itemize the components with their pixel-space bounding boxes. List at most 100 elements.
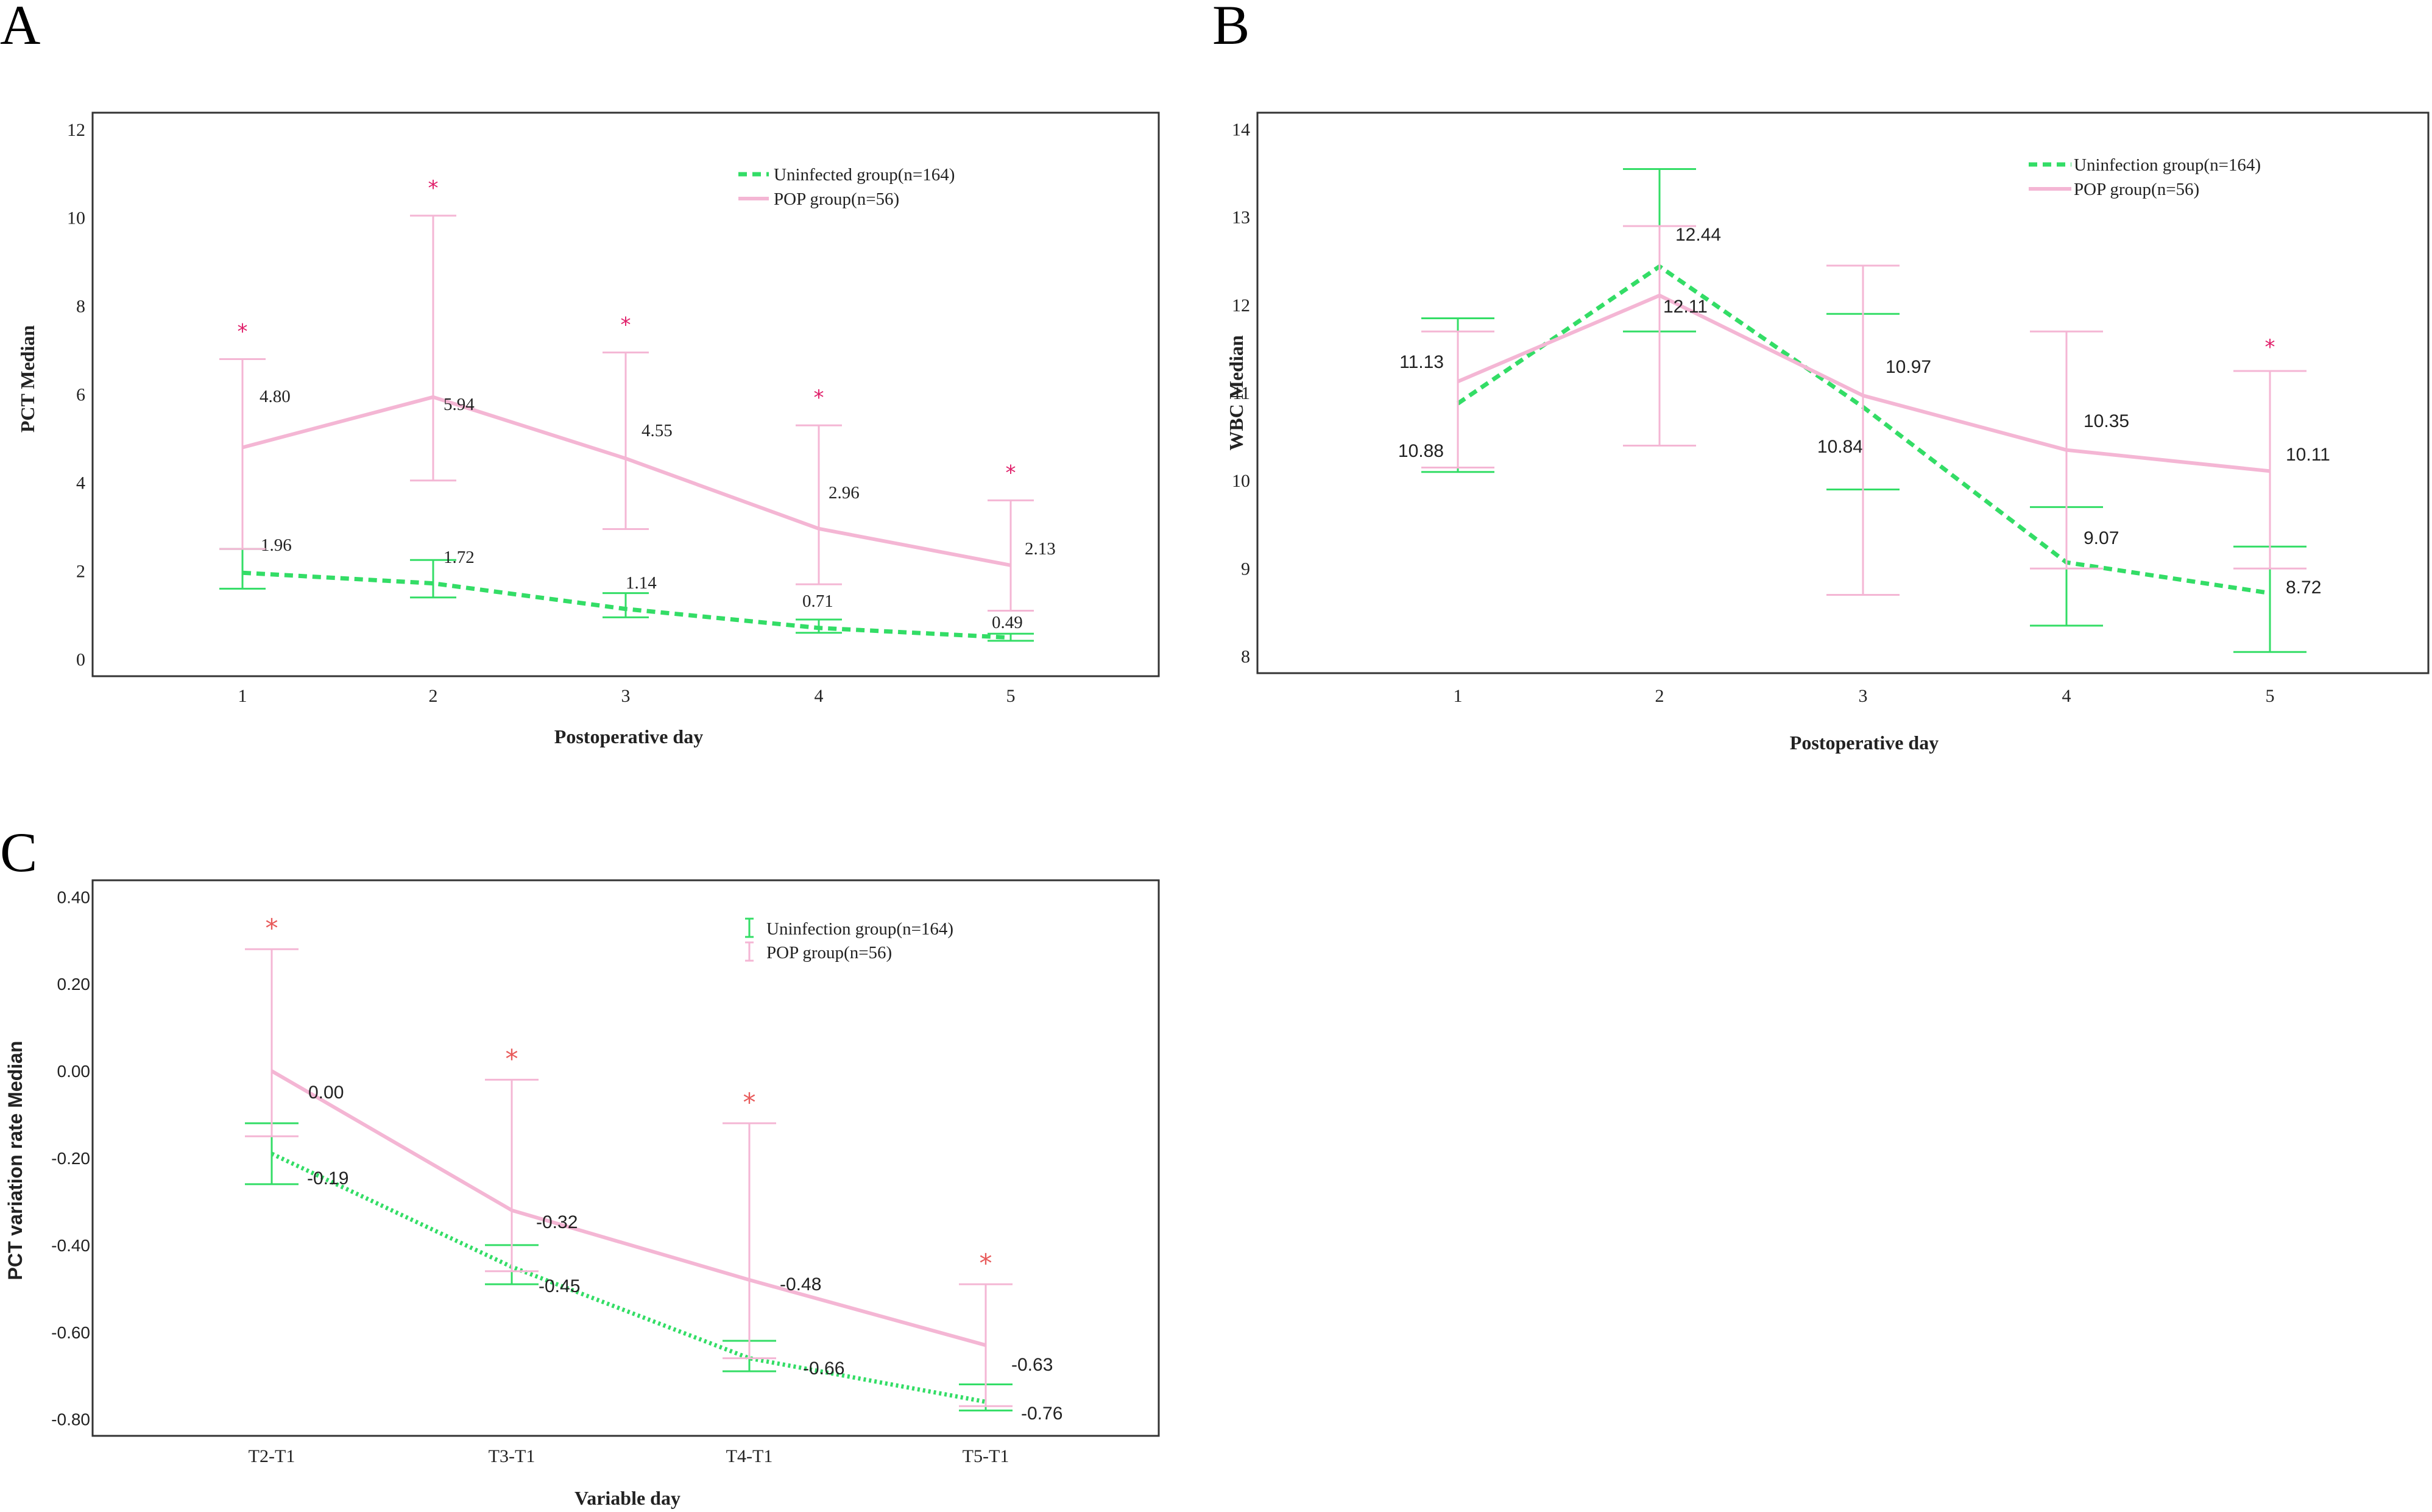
y-axis-title: WBC Median: [1225, 335, 1247, 451]
panel-label: B: [1212, 0, 1250, 56]
y-tick-label: 2: [76, 561, 85, 581]
significance-star: *: [266, 913, 278, 943]
y-tick-label: -0.80: [51, 1410, 90, 1429]
uninfected-data-label: 8.72: [2286, 578, 2321, 598]
pop-data-label: 11.13: [1399, 352, 1444, 372]
x-axis-title: Variable day: [574, 1487, 680, 1509]
pop-error-bar: [1623, 225, 1696, 447]
uninfected-data-label: 10.88: [1398, 441, 1444, 461]
pop-error-bar: [485, 1078, 539, 1273]
x-tick-label: T4-T1: [726, 1446, 773, 1466]
pop-data-label: -0.48: [780, 1274, 821, 1295]
plot-frame: [91, 879, 1160, 1437]
y-tick-label: 11: [1232, 383, 1250, 403]
pop-data-label: 2.13: [1025, 539, 1056, 559]
uninfected-legend-label: Uninfected group(n=164): [774, 165, 955, 185]
pop-data-label: 4.55: [642, 421, 673, 440]
panel-label: A: [0, 0, 40, 56]
pop-data-label: 5.94: [444, 395, 475, 414]
uninfected-data-label: -0.66: [803, 1358, 844, 1379]
plot-frame: [91, 111, 1160, 677]
pop-series-line: [270, 1069, 986, 1348]
y-tick-label: 10: [67, 208, 85, 228]
pop-legend-swatch: [745, 941, 754, 962]
y-tick-label: 4: [76, 473, 85, 493]
x-axis-title: Postoperative day: [1790, 732, 1939, 754]
pop-error-bar: [1826, 264, 1900, 596]
x-tick-label: T5-T1: [963, 1446, 1009, 1466]
x-tick-label: 5: [1006, 686, 1016, 706]
y-tick-label: 10: [1232, 471, 1250, 491]
pop-data-label: 10.11: [2286, 445, 2330, 465]
pop-data-label: 4.80: [260, 387, 291, 406]
pop-error-bar: [1421, 330, 1494, 469]
uninfected-data-label: 1.96: [261, 535, 292, 555]
y-tick-label: 9: [1241, 559, 1250, 579]
uninfected-legend-swatch: [745, 917, 754, 938]
pop-data-label: 2.96: [829, 483, 860, 503]
significance-star: *: [1006, 461, 1016, 485]
pop-data-label: -0.63: [1011, 1355, 1053, 1375]
uninfected-series-line: [270, 1151, 986, 1404]
uninfected-error-bar: [410, 559, 456, 599]
x-tick-label: 3: [621, 686, 631, 706]
pop-error-bar: [410, 214, 456, 482]
y-tick-label: 13: [1232, 208, 1250, 228]
uninfected-data-label: 0.49: [992, 613, 1023, 632]
uninfected-data-label: 12.44: [1675, 225, 1721, 245]
pop-error-bar: [988, 499, 1034, 612]
pop-legend-label: POP group(n=56): [766, 943, 892, 963]
pop-error-bar: [245, 948, 299, 1137]
y-tick-label: 0.00: [57, 1062, 91, 1081]
x-tick-label: T3-T1: [489, 1446, 536, 1466]
x-tick-label: 1: [238, 686, 247, 706]
significance-star: *: [621, 313, 631, 337]
uninfected-series-line: [242, 570, 1011, 640]
x-tick-label: 4: [815, 686, 824, 706]
uninfected-data-label: -0.19: [307, 1168, 348, 1189]
pop-error-bar: [219, 358, 266, 550]
uninfected-error-bar: [603, 592, 649, 618]
uninfected-legend-label: Uninfection group(n=164): [766, 919, 953, 939]
pop-data-label: 10.97: [1886, 357, 1931, 377]
pop-series-line: [1457, 294, 2271, 473]
y-tick-label: -0.20: [51, 1149, 90, 1168]
pop-error-bar: [796, 424, 842, 585]
pop-error-bar: [603, 352, 649, 530]
y-tick-label: 0: [76, 649, 85, 669]
pop-series-line: [242, 395, 1011, 567]
uninfected-legend-label: Uninfection group(n=164): [2074, 155, 2261, 175]
pop-error-bar: [723, 1122, 776, 1360]
significance-star: *: [238, 320, 248, 344]
y-tick-label: 12: [67, 120, 85, 140]
pop-data-label: -0.32: [536, 1212, 578, 1232]
y-tick-label: 14: [1232, 120, 1250, 140]
x-axis-title: Postoperative day: [554, 726, 703, 747]
x-tick-label: 3: [1859, 686, 1868, 706]
y-tick-label: -0.40: [51, 1236, 90, 1255]
y-axis-title: PCT variation rate Median: [4, 1041, 26, 1281]
y-tick-label: 0.40: [57, 888, 91, 906]
uninfected-data-label: 9.07: [2084, 528, 2119, 548]
significance-star: *: [814, 386, 824, 410]
significance-star: *: [2265, 335, 2275, 359]
significance-star: *: [506, 1044, 518, 1073]
pop-data-label: 12.11: [1663, 297, 1708, 317]
y-tick-label: 8: [1241, 646, 1250, 666]
significance-star: *: [980, 1248, 992, 1278]
pop-data-label: 10.35: [2084, 411, 2129, 431]
x-tick-label: T2-T1: [249, 1446, 295, 1466]
x-tick-label: 2: [429, 686, 438, 706]
uninfected-data-label: -0.45: [539, 1276, 580, 1296]
y-tick-label: -0.60: [51, 1323, 90, 1342]
y-tick-label: 0.20: [57, 975, 91, 994]
x-tick-label: 4: [2062, 686, 2071, 706]
pop-legend-label: POP group(n=56): [774, 189, 899, 209]
uninfected-data-label: 0.71: [802, 592, 833, 611]
pop-legend-label: POP group(n=56): [2074, 180, 2199, 199]
uninfected-data-label: 10.84: [1817, 437, 1863, 457]
